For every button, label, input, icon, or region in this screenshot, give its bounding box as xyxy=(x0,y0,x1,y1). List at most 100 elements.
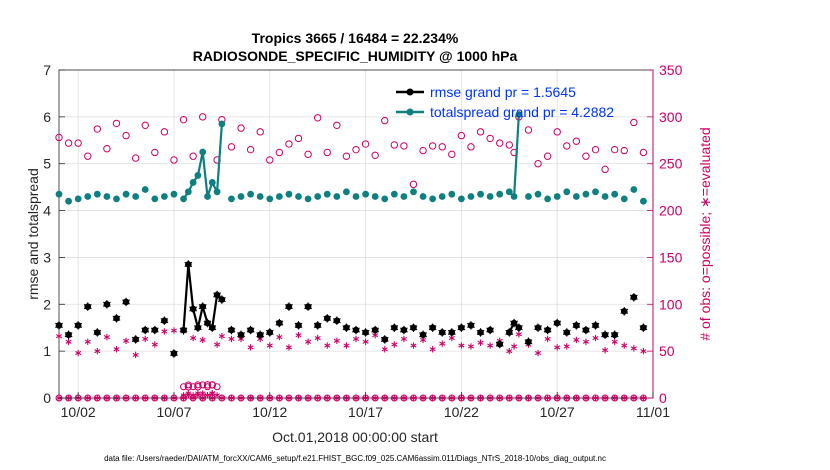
obs-possible-marker xyxy=(160,128,169,136)
chart-title-line1: Tropics 3665 / 16484 = 22.234% xyxy=(252,30,459,46)
obs-evaluated-marker-stroke xyxy=(103,335,110,340)
obs-low-possible-marker xyxy=(180,383,188,391)
rmse-point-star-stroke xyxy=(227,327,236,333)
obs-possible-marker xyxy=(64,139,73,147)
totalspread-point xyxy=(496,190,504,198)
obs-possible-marker xyxy=(141,121,149,129)
obs-zero-evaluated-marker xyxy=(65,395,72,401)
obs-evaluated-marker xyxy=(621,342,628,349)
obs-zero-evaluated-marker-stroke xyxy=(611,396,618,400)
obs-zero-evaluated-marker-stroke xyxy=(544,396,551,400)
obs-evaluated-marker-stroke xyxy=(84,339,91,344)
rmse-point-star xyxy=(323,314,332,323)
series-lines xyxy=(55,111,648,358)
rmse-point-star-stroke xyxy=(102,301,111,307)
totalspread-point xyxy=(194,172,202,179)
obs-zero-evaluated-marker-stroke xyxy=(151,396,158,400)
obs-zero-evaluated-marker xyxy=(583,395,589,401)
obs-zero-evaluated-marker xyxy=(401,395,407,401)
rmse-point-star-stroke xyxy=(189,306,198,312)
totalspread-point xyxy=(362,190,369,198)
obs-low-evaluated-marker-stroke xyxy=(199,391,206,396)
rmse-point xyxy=(620,307,629,316)
totalspread-segment xyxy=(215,123,223,192)
obs-possible-marker xyxy=(179,115,188,124)
rmse-point-star xyxy=(170,349,178,358)
obs-zero-evaluated-marker-stroke xyxy=(305,396,311,400)
y-tick-label-right: 350 xyxy=(659,62,683,78)
obs-zero-evaluated-marker xyxy=(84,395,91,401)
obs-zero-evaluated-marker-stroke xyxy=(142,396,149,400)
rmse-point xyxy=(246,325,255,335)
rmse-point xyxy=(313,321,322,330)
rmse-point-star-stroke xyxy=(476,329,485,335)
obs-zero-evaluated-marker xyxy=(420,395,426,401)
obs-zero-evaluated-marker xyxy=(343,395,350,401)
rmse-point-star xyxy=(246,325,255,335)
rmse-point-star xyxy=(582,325,590,335)
rmse-point-star xyxy=(217,295,226,304)
obs-evaluated-marker xyxy=(640,347,647,355)
rmse-point-star xyxy=(419,330,427,339)
rmse-point xyxy=(572,321,581,330)
obs-possible-marker xyxy=(419,146,427,155)
obs-possible-marker xyxy=(400,142,408,150)
totalspread-point xyxy=(314,193,322,200)
rmse-point-star xyxy=(620,307,629,316)
obs-evaluated-marker-stroke xyxy=(132,352,139,357)
obs-low-evaluated-marker xyxy=(204,392,211,399)
obs-zero-evaluated-marker xyxy=(142,395,149,401)
obs-possible-marker xyxy=(333,121,341,129)
obs-possible-marker xyxy=(591,145,600,154)
totalspread-point xyxy=(256,193,264,200)
obs-zero-evaluated-marker-stroke xyxy=(333,396,340,400)
obs-zero-evaluated-marker xyxy=(525,395,532,401)
obs-evaluated-marker xyxy=(84,338,91,345)
totalspread-point xyxy=(544,195,552,203)
obs-evaluated-marker xyxy=(429,346,436,353)
obs-evaluated-marker-stroke xyxy=(515,332,522,337)
chart-title-line2: RADIOSONDE_SPECIFIC_HUMIDITY @ 1000 hPa xyxy=(193,48,518,64)
obs-possible-marker xyxy=(323,148,331,157)
obs-evaluated-marker-stroke xyxy=(285,345,292,350)
totalspread-point xyxy=(295,193,302,200)
obs-possible-marker xyxy=(170,156,178,164)
totalspread-point xyxy=(266,195,274,203)
obs-zero-evaluated-marker xyxy=(592,395,599,401)
rmse-point-star-stroke xyxy=(83,304,92,310)
totalspread-point xyxy=(204,193,211,200)
obs-zero-evaluated-marker-stroke xyxy=(343,396,350,400)
obs-zero-evaluated-marker-stroke xyxy=(276,396,283,400)
rmse-point-star-stroke xyxy=(601,332,610,338)
obs-evaluated-marker-stroke xyxy=(640,349,647,354)
obs-zero-evaluated-marker xyxy=(448,395,455,401)
obs-zero-evaluated-marker-stroke xyxy=(209,396,216,400)
rmse-point-star xyxy=(409,323,418,332)
rmse-point-star xyxy=(639,323,648,332)
obs-zero-evaluated-marker-stroke xyxy=(621,396,628,400)
y-tick-label-right: 50 xyxy=(659,343,675,359)
rmse-point-star xyxy=(313,321,322,330)
rmse-point-star xyxy=(572,321,581,330)
obs-zero-evaluated-marker-stroke xyxy=(247,396,254,400)
totalspread-point xyxy=(510,193,518,200)
obs-evaluated-marker xyxy=(400,335,407,343)
rmse-point-star-stroke xyxy=(208,325,217,331)
obs-evaluated-marker xyxy=(314,334,321,342)
rmse-point xyxy=(361,328,370,337)
rmse-point xyxy=(55,321,63,330)
obs-possible-marker xyxy=(246,145,255,154)
obs-possible-marker xyxy=(74,139,82,147)
totalspread-point xyxy=(84,193,92,200)
obs-possible-marker xyxy=(122,131,130,140)
obs-evaluated-marker-stroke xyxy=(314,335,321,341)
rmse-point-star xyxy=(514,323,523,332)
rmse-point-star-stroke xyxy=(639,325,648,331)
rmse-point-star-stroke xyxy=(390,325,399,331)
rmse-point xyxy=(237,330,245,339)
obs-evaluated-marker xyxy=(170,327,178,334)
obs-zero-evaluated-marker xyxy=(544,395,551,401)
obs-zero-evaluated-marker-stroke xyxy=(640,396,647,400)
obs-zero-evaluated-marker-stroke xyxy=(583,396,589,400)
rmse-point-star-stroke xyxy=(246,327,255,333)
